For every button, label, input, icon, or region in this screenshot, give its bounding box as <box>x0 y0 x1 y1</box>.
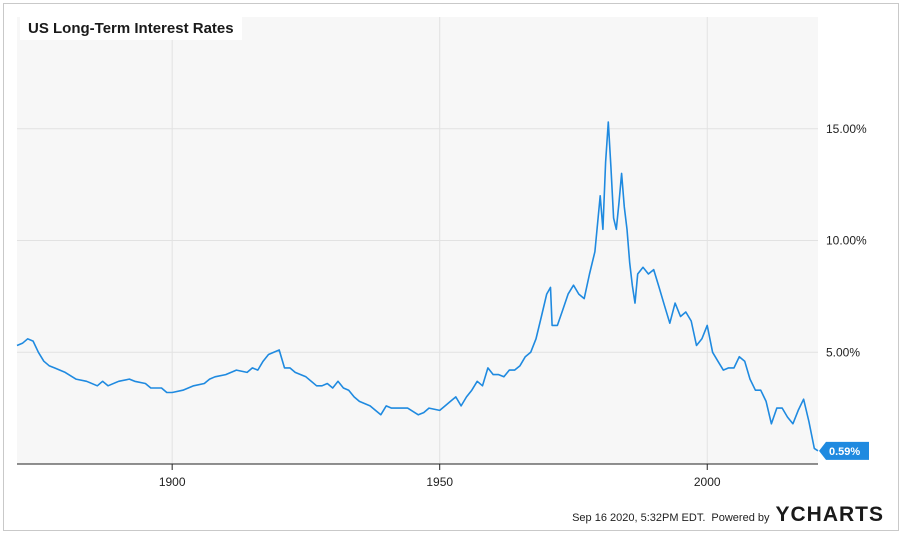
chart-title: US Long-Term Interest Rates <box>20 17 242 40</box>
x-tick-label: 1900 <box>159 475 186 489</box>
x-tick-label: 1950 <box>426 475 453 489</box>
last-value-label: 0.59% <box>829 446 860 458</box>
series-line <box>16 121 819 452</box>
ycharts-logo[interactable]: YCHARTS <box>775 503 884 526</box>
grid-lines <box>17 17 818 464</box>
y-axis: 5.00% 10.00% 15.00% <box>826 122 867 360</box>
y-tick-label: 10.00% <box>826 234 867 248</box>
powered-by-label[interactable]: Powered by <box>711 512 770 524</box>
x-tick-label: 2000 <box>694 475 721 489</box>
timestamp: Sep 16 2020, 5:32PM EDT. <box>572 512 706 524</box>
last-value-badge-shape <box>819 441 869 460</box>
x-axis: 1900 1950 2000 <box>159 464 721 489</box>
last-value-badge: 0.59% <box>819 441 869 460</box>
y-tick-label: 5.00% <box>826 345 860 359</box>
y-tick-label: 15.00% <box>826 122 867 136</box>
chart-footer: Sep 16 2020, 5:32PM EDT. Powered by YCHA… <box>572 503 884 527</box>
